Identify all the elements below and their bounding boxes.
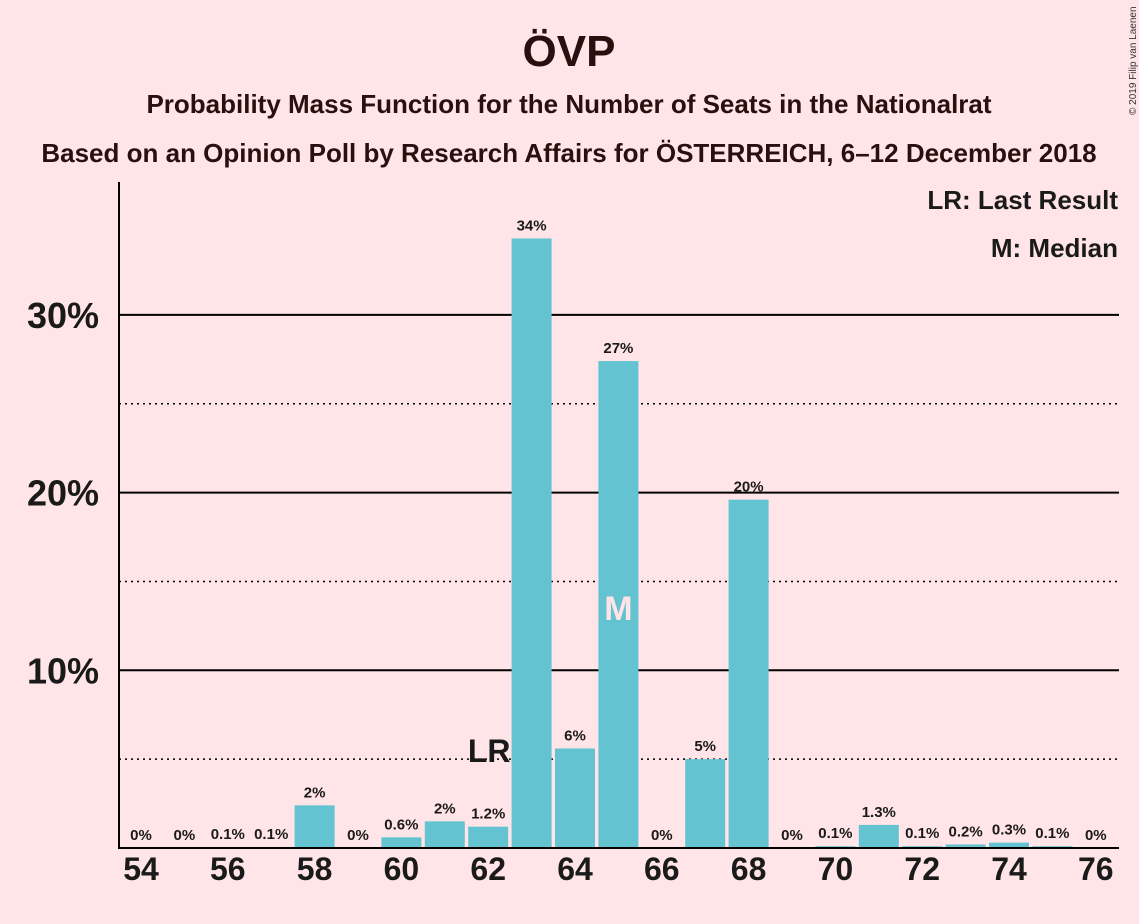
x-tick-label: 56 — [210, 851, 246, 887]
x-tick-label: 70 — [818, 851, 854, 887]
bar-value-label: 1.2% — [471, 806, 505, 823]
chart-subtitle: Probability Mass Function for the Number… — [146, 89, 991, 119]
bar-value-label: 0% — [347, 827, 369, 844]
x-tick-label: 68 — [731, 851, 767, 887]
copyright: © 2019 Filip van Laenen — [1128, 6, 1139, 115]
bar-value-label: 6% — [564, 727, 586, 744]
bar — [858, 824, 899, 848]
x-axis-ticks: 54 56 58 60 62 64 66 68 70 72 74 76 — [123, 851, 1113, 887]
bar-value-label: 0.1% — [818, 825, 852, 842]
bar-value-label: 0.2% — [948, 823, 982, 840]
x-tick-label: 76 — [1078, 851, 1114, 887]
bar — [945, 844, 986, 848]
x-tick-label: 60 — [384, 851, 420, 887]
bar — [598, 361, 639, 848]
bar-value-label: 1.3% — [862, 804, 896, 821]
bar-value-label: 5% — [694, 738, 716, 755]
bar-value-label: 0% — [174, 827, 196, 844]
bar — [728, 499, 769, 848]
legend-median: M: Median — [991, 233, 1118, 263]
y-axis-ticks: 10% 20% 30% — [27, 295, 99, 691]
bar-value-label: 0.1% — [254, 826, 288, 843]
bar — [555, 748, 595, 848]
y-tick-label: 10% — [27, 650, 99, 691]
bar-value-label: 0% — [130, 827, 152, 844]
x-tick-label: 58 — [297, 851, 333, 887]
bar — [511, 238, 552, 849]
x-tick-label: 66 — [644, 851, 680, 887]
bar-value-label: 20% — [734, 479, 764, 496]
x-tick-label: 54 — [123, 851, 159, 887]
bar-value-label: 0.6% — [384, 816, 418, 833]
x-tick-label: 74 — [991, 851, 1027, 887]
bar-value-labels: 0% 0% 0.1% 0.1% 2% 0% 0.6% 2% 1.2% 34% 6% 27% 0% 5% 20… — [130, 217, 1106, 844]
chart-title: ÖVP — [523, 27, 616, 76]
bar — [468, 826, 509, 848]
bar-value-label: 0% — [651, 827, 673, 844]
x-tick-label: 72 — [904, 851, 940, 887]
y-tick-label: 20% — [27, 473, 99, 514]
bar-value-label: 0.1% — [211, 826, 245, 843]
bar-value-label: 2% — [304, 784, 326, 801]
y-tick-label: 30% — [27, 295, 99, 336]
bar-value-label: 0.1% — [1035, 825, 1069, 842]
bar-value-label: 0% — [1085, 827, 1107, 844]
bar-value-label: 0.1% — [905, 825, 939, 842]
bar — [381, 837, 422, 848]
legend-last-result: LR: Last Result — [927, 185, 1118, 215]
x-tick-label: 64 — [557, 851, 593, 887]
bar — [424, 821, 465, 848]
last-result-marker: LR — [468, 733, 511, 769]
chart-subtitle-source: Based on an Opinion Poll by Research Aff… — [41, 138, 1096, 168]
bar-value-label: 2% — [434, 800, 456, 817]
bar-value-label: 0% — [781, 827, 803, 844]
x-tick-label: 62 — [470, 851, 506, 887]
bar — [989, 842, 1029, 848]
bar — [685, 759, 726, 848]
bar — [294, 805, 335, 848]
bar-value-label: 27% — [603, 340, 633, 357]
bars — [207, 238, 1073, 849]
median-marker: M — [604, 590, 632, 628]
bar-value-label: 34% — [517, 217, 547, 234]
bar-value-label: 0.3% — [992, 822, 1026, 839]
